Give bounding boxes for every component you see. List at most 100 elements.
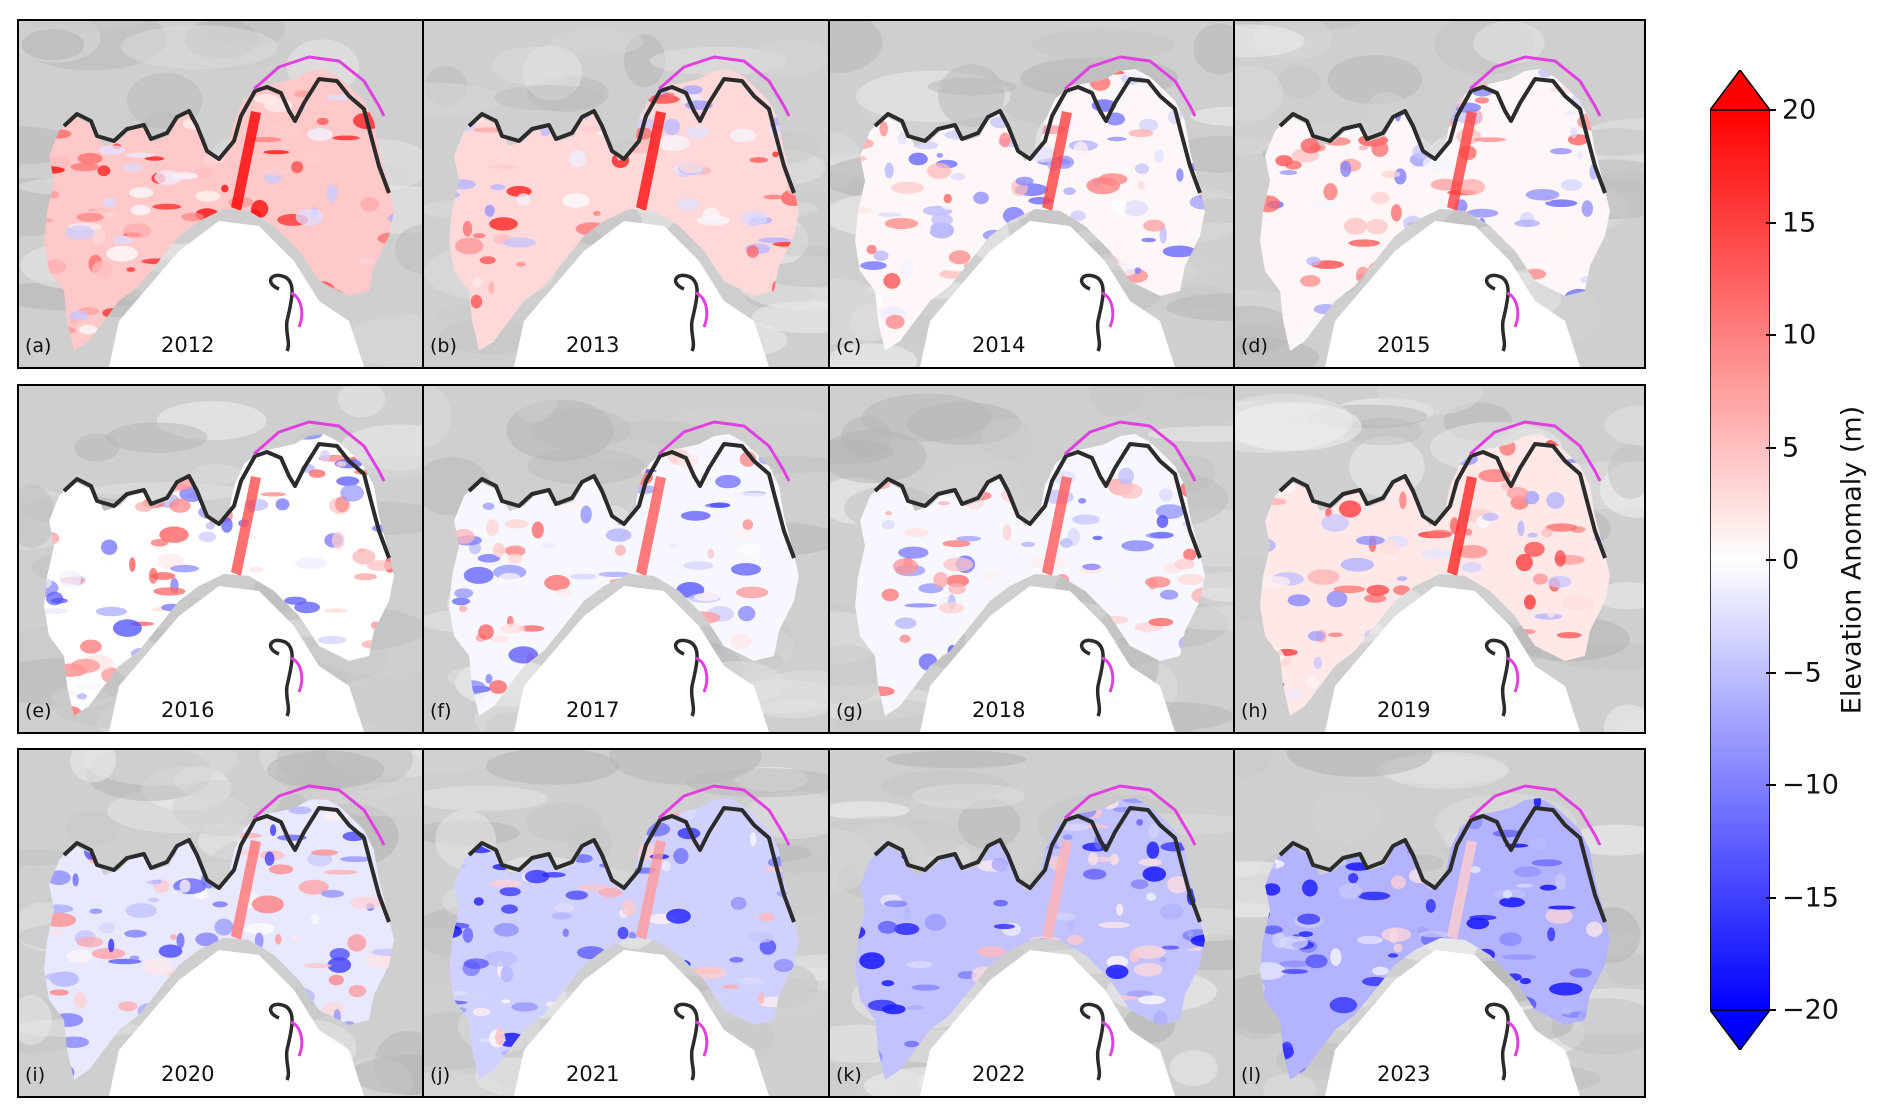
panel-letter: (a) [25,335,52,357]
panel-letter: (e) [25,700,52,722]
hillshade-texture [981,417,1033,460]
colorbar-tick-mark [1766,446,1776,449]
panel-letter: (k) [836,1064,862,1086]
hillshade-texture [1603,704,1644,732]
terminus-outline-magenta [1064,784,1197,846]
colorbar-tick-label: −5 [1782,657,1822,688]
outline-hook-magenta [1506,1020,1520,1057]
hillshade-texture [344,672,428,732]
elevation-anomaly-map [830,386,1239,732]
hillshade-texture [886,750,1027,769]
hillshade-texture [424,785,549,811]
map-panel: (i) 2020 [17,748,430,1098]
terminus-outline-black [62,442,391,559]
terminus-outline-black [873,806,1202,923]
elevation-anomaly-map [830,21,1239,367]
hillshade-texture [491,46,576,85]
hillshade-texture [938,64,1005,127]
colorbar-tick-label: −15 [1782,882,1839,913]
hillshade-texture [757,699,829,719]
fjord-area [1325,950,1580,1096]
terminus-outline-magenta [658,55,791,117]
hillshade-texture [912,783,1026,809]
outline-hook-magenta [290,1020,304,1057]
terminus-outline-black [467,806,796,923]
hillshade-texture [1311,790,1382,844]
elevation-anomaly-map [1235,386,1644,732]
outline-hook-magenta [1101,291,1115,328]
panel-letter: (h) [1241,700,1268,722]
hillshade-texture [1147,425,1239,442]
colorbar-tick-label: −10 [1782,769,1839,801]
outline-hook-magenta [290,656,304,693]
colorbar-tick-mark [1766,784,1776,786]
colorbar-tick-label: 5 [1782,432,1800,463]
hillshade-texture [958,798,1021,850]
panel-year: 2015 [1377,333,1431,357]
map-panel: (d) 2015 [1233,19,1646,369]
panel-year: 2016 [161,698,215,722]
map-panel: (j) 2021 [422,748,835,1098]
hillshade-texture [1235,24,1305,58]
terminus-outline-black [873,442,1202,559]
map-panel: (b) 2013 [422,19,835,369]
panel-year: 2018 [972,698,1026,722]
hillshade-texture [830,644,885,705]
map-panel: (g) 2018 [828,384,1241,734]
terminus-outline-magenta [1469,784,1602,846]
hillshade-texture [830,343,917,367]
fjord-area [1325,221,1580,367]
hillshade-texture [762,670,833,703]
fjord-area [514,950,769,1096]
panel-letter: (f) [430,700,452,722]
hillshade-texture [21,29,85,61]
panel-year: 2019 [1377,698,1431,722]
hillshade-texture [172,779,276,837]
hillshade-texture [830,429,927,484]
elevation-anomaly-map [19,750,428,1096]
terminus-outline-black [467,442,796,559]
panel-letter: (b) [430,335,457,357]
hillshade-texture [493,85,603,111]
fjord-area [109,221,364,367]
colorbar-tick-mark [1766,559,1776,561]
outline-hook-magenta [695,656,709,693]
hillshade-texture [349,1054,428,1095]
map-panel: (f) 2017 [422,384,835,734]
hillshade-texture [394,224,428,274]
panel-year: 2013 [566,333,620,357]
hillshade-texture [74,433,120,462]
panel-year: 2021 [566,1062,620,1086]
colorbar-tick-label: −20 [1782,994,1839,1026]
hillshade-texture [266,750,385,789]
terminus-outline-black [873,77,1202,194]
fjord-area [109,586,364,732]
terminus-outline-black [62,806,391,923]
colorbar-body [1710,109,1770,1011]
panel-letter: (j) [430,1064,451,1086]
colorbar-label: Elevation Anomaly (m) [1836,405,1868,715]
elevation-anomaly-map [424,750,833,1096]
hillshade-texture [1193,23,1239,75]
panel-letter: (c) [836,335,862,357]
outline-hook-magenta [695,1020,709,1057]
hillshade-texture [1190,106,1239,127]
terminus-outline-magenta [658,784,791,846]
elevation-anomaly-map [424,386,833,732]
terminus-outline-black [467,77,796,194]
colorbar-tick-mark [1766,671,1776,674]
panel-letter: (d) [1241,335,1268,357]
panel-year: 2022 [972,1062,1026,1086]
hillshade-texture [424,386,452,447]
hillshade-texture [1235,65,1284,122]
terminus-outline-magenta [1469,55,1602,117]
terminus-outline-black [1278,442,1607,559]
outline-hook-magenta [290,291,304,328]
outline-hook-magenta [1506,291,1520,328]
hillshade-texture [830,21,883,74]
terminus-outline-magenta [1064,420,1197,482]
outline-hook-magenta [695,291,709,328]
hillshade-texture [351,455,428,478]
panel-year: 2020 [161,1062,215,1086]
